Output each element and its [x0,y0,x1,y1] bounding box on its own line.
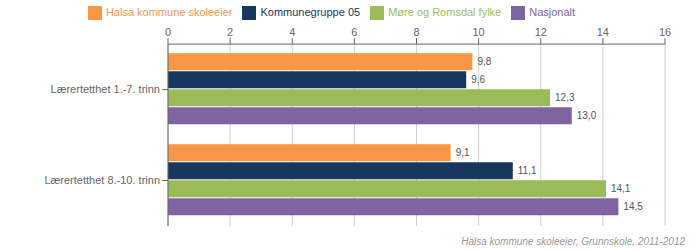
html-text:Kommunegruppe 05: Kommunegruppe 05 [260,6,361,18]
html-text:Nasjonalt: Nasjonalt [529,6,576,18]
svg-text:13,0: 13,0 [577,110,597,121]
svg-text:12,3: 12,3 [555,92,575,103]
svg-text:8: 8 [413,26,419,38]
html-text:Halsa kommune skoleeier: Halsa kommune skoleeier [105,6,233,18]
html-text:Halsa kommune skoleeier, Grunn: Halsa kommune skoleeier, Grunnskole, 201… [461,236,685,247]
svg-text:Lærertetthet 1.-7. trinn: Lærertetthet 1.-7. trinn [51,83,160,95]
svg-text:2: 2 [227,26,233,38]
svg-text:10: 10 [473,26,485,38]
svg-text:6: 6 [351,26,357,38]
svg-text:9,8: 9,8 [477,56,491,67]
svg-text:12: 12 [535,26,547,38]
html-text:Møre og Romsdal fylke: Møre og Romsdal fylke [388,6,502,18]
svg-text:9,6: 9,6 [471,74,485,85]
svg-text:16: 16 [659,26,671,38]
svg-text:0: 0 [165,26,171,38]
svg-text:14,1: 14,1 [611,183,631,194]
svg-text:Lærertetthet 8.-10. trinn: Lærertetthet 8.-10. trinn [44,174,160,186]
svg-text:14: 14 [597,26,609,38]
svg-text:4: 4 [289,26,295,38]
svg-text:11,1: 11,1 [518,165,537,176]
svg-text:9,1: 9,1 [456,147,470,158]
svg-text:14,5: 14,5 [623,201,643,212]
